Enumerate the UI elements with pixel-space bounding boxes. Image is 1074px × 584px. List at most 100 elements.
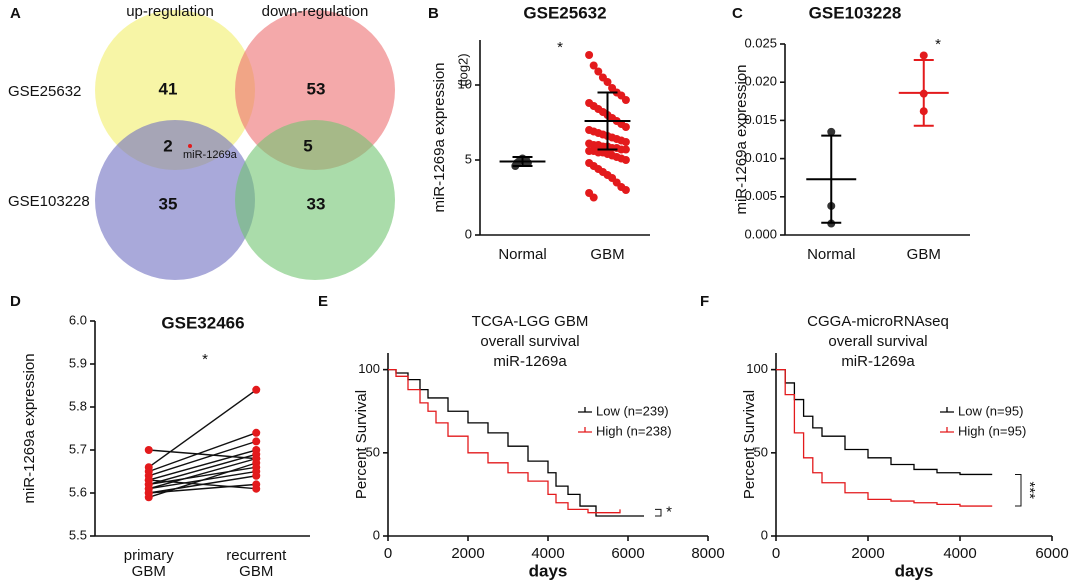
y-tick-label: 5.5 [69,527,87,542]
survival-curve [388,368,621,514]
y-tick-label: 0 [373,527,380,542]
x-tick-label: 2000 [851,545,884,562]
pair-line [148,457,257,490]
y-tick-label: 100 [358,361,380,376]
pair-line [148,479,257,490]
y-tick-label: 50 [366,444,380,459]
x-tick-label: 6000 [611,545,644,562]
chart-title: GSE103228 [809,3,902,22]
x-axis-label: days [895,561,934,580]
significance: * [557,39,563,56]
x-tick-label: recurrent GBM [226,547,287,580]
x-tick-label: 0 [772,545,780,562]
survival-curve [776,368,993,476]
x-tick-label: 2000 [451,545,484,562]
data-point [621,123,630,131]
y-tick-label: 0.000 [744,226,777,241]
data-point [621,96,630,104]
data-point [144,446,153,454]
significance: * [935,36,941,53]
data-point [594,67,603,76]
venn-annotation: miR-1269a [183,149,238,161]
bracket [1015,473,1022,507]
venn-set [235,120,395,280]
y-tick-label: 0.020 [744,74,777,89]
significance: * [202,351,208,368]
data-point [589,61,598,70]
pair-line [148,449,257,481]
y-tick-label: 5.7 [69,441,87,456]
x-tick-label: GBM [907,246,941,263]
legend-label: High (n=238) [596,423,672,438]
chart-title: overall survival [828,333,927,350]
chart-title: TCGA-LGG GBM [472,313,589,330]
x-tick-label: Normal [498,246,546,263]
venn-set [95,120,255,280]
chart-title: GSE25632 [523,3,606,22]
x-tick-label: Normal [807,246,855,263]
y-axis-label: miR-1269a expression [21,353,38,503]
data-point [252,458,261,467]
pair-line [148,389,257,468]
row-label: GSE103228 [8,193,90,210]
y-tick-label: 5.6 [69,484,87,499]
venn-set [95,10,255,170]
y-tick-label: 100 [746,361,768,376]
chart-title: GSE32466 [161,313,244,332]
y-tick-label: 50 [754,444,768,459]
pair-line [148,453,257,486]
data-point [827,127,836,136]
survival-curve [388,368,644,517]
x-tick-label: 4000 [943,545,976,562]
overlap-count: 5 [303,136,312,155]
y-tick-label: 0.010 [744,150,777,165]
x-tick-label: GBM [590,246,624,263]
error-bar [597,91,618,151]
y-axis-unit: (log2) [455,53,470,86]
count: 53 [307,79,326,98]
panel-letter: D [10,293,21,310]
y-tick-label: 0 [761,527,768,542]
data-point [621,145,630,154]
count: 35 [159,194,178,213]
x-tick-label: 8000 [691,545,724,562]
legend-label: High (n=95) [958,423,1026,438]
x-tick-label: 6000 [1035,545,1068,562]
y-tick-label: 6.0 [69,312,87,327]
y-tick-label: 5.8 [69,398,87,413]
data-point [621,186,630,194]
x-tick-label: primary GBM [124,547,175,580]
data-point [252,428,261,437]
data-point [144,476,153,485]
data-point [621,156,630,164]
bracket [655,508,662,517]
x-tick-label: 0 [384,545,392,562]
pair-line [148,449,257,460]
y-tick-label: 5.9 [69,355,87,370]
data-point [621,138,630,146]
data-point [919,51,928,60]
legend-label: Low (n=239) [596,403,669,418]
chart-title: miR-1269a [841,353,915,370]
y-axis-label: Percent Survival [741,390,758,499]
column-label: down-regulation [262,3,369,20]
legend-swatch [578,407,592,413]
error-bar [913,59,934,127]
venn-set [235,10,395,170]
column-label: up-regulation [126,3,214,20]
overlap-count: 2 [163,136,172,155]
y-axis-label: Percent Survival [353,390,370,499]
data-point [589,193,598,202]
x-tick-label: 4000 [531,545,564,562]
pair-line [148,462,257,498]
data-point [252,385,261,394]
data-point [603,78,612,86]
count: 33 [307,194,326,213]
significance: *** [1021,481,1038,499]
panel-letter: C [732,5,743,22]
pair-line [148,440,257,477]
legend-swatch [940,427,954,433]
panel-letter: E [318,293,328,310]
